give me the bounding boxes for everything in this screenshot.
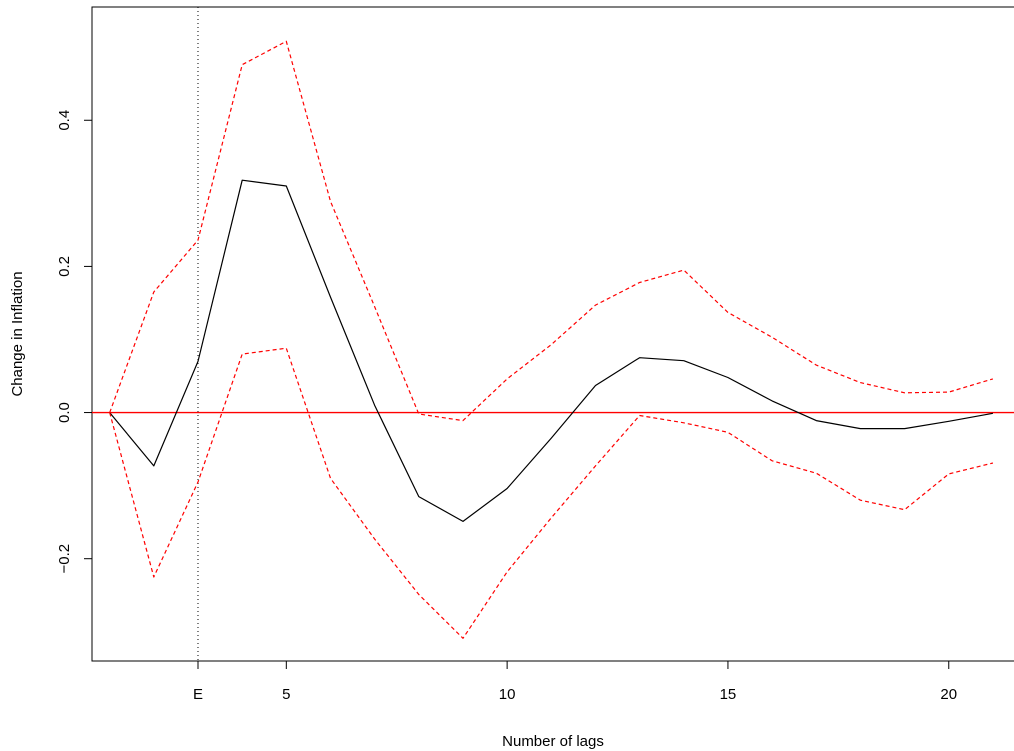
y-tick-label: 0.4 <box>56 110 73 131</box>
y-axis: −0.2 0.0 0.2 0.4 <box>56 110 92 574</box>
reference-lines <box>92 7 1014 661</box>
x-tick-label: 10 <box>499 686 516 703</box>
y-tick-label: 0.0 <box>56 402 73 423</box>
y-axis-label: Change in Inflation <box>9 271 26 396</box>
series-upper-band-line <box>109 40 994 422</box>
x-axis: E 5 10 15 20 <box>193 661 957 703</box>
x-tick-label: 15 <box>720 686 737 703</box>
series-estimate-line <box>109 179 994 523</box>
y-tick-label: 0.2 <box>56 256 73 277</box>
plot-frame <box>91 6 1014 662</box>
x-tick-label: E <box>193 686 203 703</box>
x-tick-label: 20 <box>940 686 957 703</box>
series-layer <box>109 40 994 639</box>
x-tick-label: 5 <box>282 686 290 703</box>
x-axis-label: Number of lags <box>502 733 604 750</box>
series-lower-band-line <box>109 347 994 639</box>
y-tick-label: −0.2 <box>56 544 73 574</box>
